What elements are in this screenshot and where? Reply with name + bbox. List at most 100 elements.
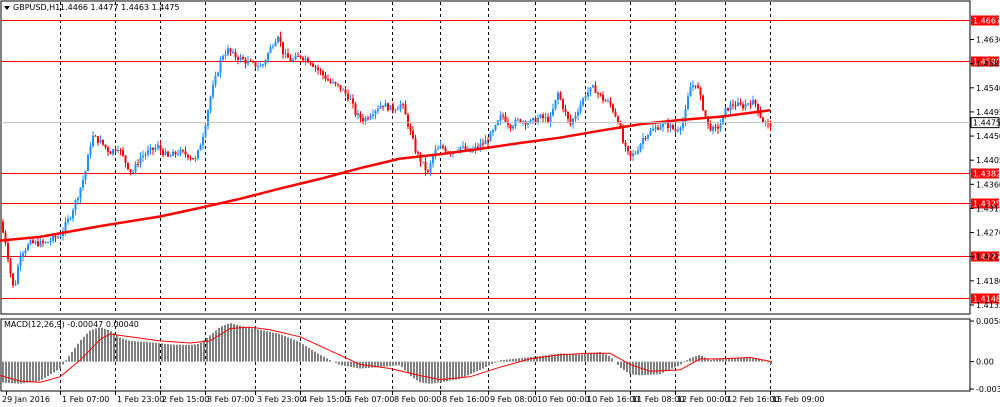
candle-body: [247, 60, 249, 64]
candle-body: [492, 130, 494, 133]
time-label: 8 Feb 16:00: [442, 395, 489, 404]
candle-body: [29, 240, 32, 245]
candle-body: [612, 104, 614, 112]
candle-body: [622, 128, 624, 143]
candle-body: [157, 145, 159, 148]
candle-body: [697, 85, 699, 88]
candle-body: [189, 157, 192, 159]
candle-body: [234, 51, 237, 58]
candle-body: [307, 58, 309, 63]
candle-body: [387, 103, 389, 111]
candle-body: [164, 151, 167, 156]
candle-body: [742, 104, 744, 109]
candle-body: [329, 80, 332, 83]
candle-body: [694, 85, 697, 87]
level-tag: [971, 56, 999, 67]
candle-body: [769, 123, 772, 127]
candle-body: [687, 96, 689, 110]
time-label: 2 Feb 15:00: [162, 395, 209, 404]
candle-body: [9, 259, 12, 274]
candle-body: [569, 118, 572, 125]
time-label: 15 Feb 09:00: [772, 395, 824, 404]
candle-body: [637, 150, 639, 154]
candle-body: [192, 158, 194, 160]
candle-body: [409, 126, 412, 131]
price-tick-label: 1.4225: [976, 253, 1000, 262]
candle-body: [344, 89, 347, 94]
candle-body: [82, 179, 84, 188]
candle-body: [662, 123, 664, 127]
level-label: 1.4227: [973, 253, 1000, 262]
candle-body: [724, 107, 727, 116]
price-tick-label: 1.4360: [976, 180, 1000, 189]
candle-body: [607, 100, 609, 102]
candle-body: [324, 75, 327, 80]
candle-body: [372, 114, 374, 117]
candle-body: [512, 126, 514, 129]
candle-body: [672, 124, 674, 129]
candle-body: [117, 149, 119, 151]
candle-body: [132, 171, 134, 173]
candle-body: [202, 136, 204, 146]
candle-body: [217, 72, 219, 76]
candle-body: [734, 105, 737, 107]
ohlc-label: 1.4466 1.4477 1.4463 1.4475: [60, 3, 180, 12]
candle-body: [332, 82, 334, 84]
candle-body: [577, 111, 579, 116]
candle-body: [359, 113, 362, 119]
time-label: 10 Feb 16:00: [587, 395, 639, 404]
candle-body: [227, 48, 229, 55]
candle-body: [127, 162, 129, 170]
candle-body: [239, 57, 242, 60]
candle-body: [174, 151, 177, 155]
candle-body: [367, 117, 369, 119]
candle-body: [182, 150, 184, 152]
candle-body: [722, 115, 724, 125]
candle-body: [274, 41, 277, 47]
candle-body: [322, 71, 324, 76]
candle-body: [402, 104, 404, 106]
candle-body: [744, 103, 747, 109]
candle-body: [389, 105, 392, 111]
time-label: 11 Feb 08:00: [632, 395, 684, 404]
candle-body: [669, 124, 672, 128]
level-tag: [971, 15, 999, 26]
candles: [2, 31, 772, 288]
candle-body: [257, 66, 259, 68]
dropdown-triangle-icon[interactable]: [4, 6, 10, 10]
candle-body: [294, 55, 297, 60]
candle-body: [664, 122, 667, 124]
candle-body: [167, 151, 169, 157]
time-label: 9 Feb 08:00: [490, 395, 537, 404]
candle-body: [249, 60, 252, 62]
macd-tick-label: 0.00588: [976, 317, 1000, 326]
candle-body: [567, 111, 569, 119]
candle-body: [79, 187, 82, 199]
current-price-label: 1.4475: [973, 119, 1000, 128]
candle-body: [572, 118, 574, 125]
candle-body: [712, 126, 714, 131]
candle-body: [737, 102, 739, 106]
candle-body: [154, 147, 157, 150]
candle-body: [187, 154, 189, 158]
candle-body: [67, 218, 69, 222]
level-tag: [971, 168, 999, 179]
candle-body: [327, 79, 329, 81]
candle-body: [714, 126, 717, 128]
candle-body: [242, 57, 244, 60]
candle-body: [584, 96, 587, 99]
candle-body: [419, 153, 422, 162]
candle-body: [334, 82, 337, 84]
macd-label: MACD(12,26,9) -0.00047 0.00040: [4, 320, 139, 329]
candle-body: [624, 142, 627, 147]
candle-body: [49, 240, 52, 243]
macd-tick-label: 0.00: [976, 358, 994, 367]
candle-body: [57, 236, 59, 238]
candle-body: [414, 138, 417, 153]
candle-body: [279, 36, 282, 43]
candle-body: [394, 109, 397, 111]
candle-body: [209, 96, 212, 111]
macd-signal-line: [0, 326, 773, 383]
candle-body: [32, 240, 34, 243]
